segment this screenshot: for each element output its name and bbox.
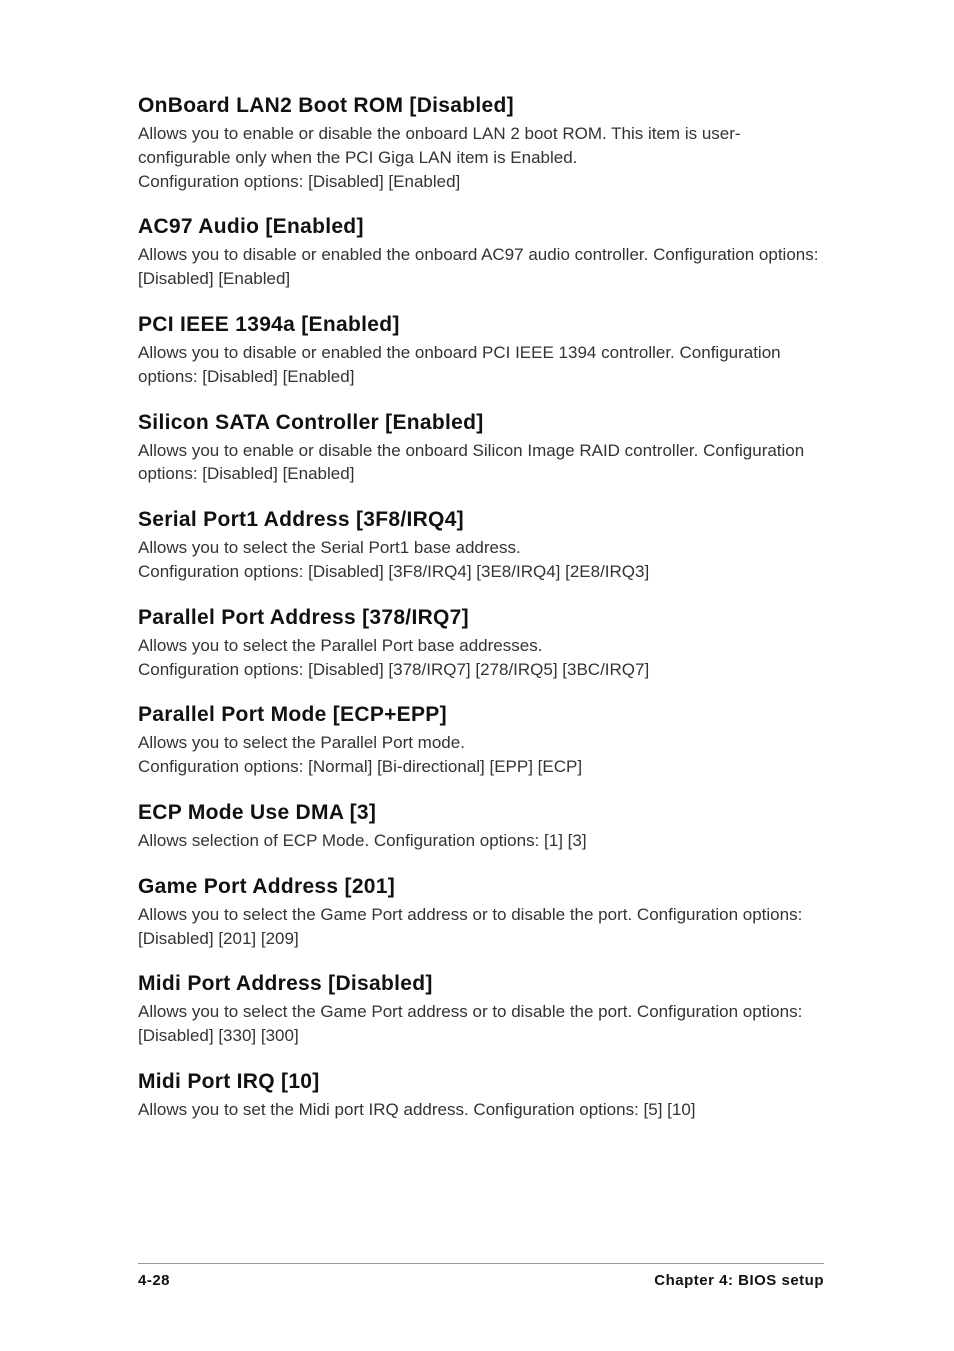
content-area: OnBoard LAN2 Boot ROM [Disabled] Allows … [138,94,824,1122]
chapter-title: Chapter 4: BIOS setup [654,1272,824,1289]
section: ECP Mode Use DMA [3] Allows selection of… [138,801,824,853]
section: Serial Port1 Address [3F8/IRQ4] Allows y… [138,508,824,584]
page-footer: 4-28 Chapter 4: BIOS setup [138,1263,824,1289]
section-heading: Parallel Port Address [378/IRQ7] [138,606,824,630]
section-heading: PCI IEEE 1394a [Enabled] [138,313,824,337]
section-heading: Midi Port Address [Disabled] [138,972,824,996]
section-heading: Serial Port1 Address [3F8/IRQ4] [138,508,824,532]
page-number: 4-28 [138,1272,170,1289]
section-body: Allows you to select the Parallel Port m… [138,731,824,779]
section-heading: Parallel Port Mode [ECP+EPP] [138,703,824,727]
section: Silicon SATA Controller [Enabled] Allows… [138,411,824,487]
section-heading: Game Port Address [201] [138,875,824,899]
section-heading: OnBoard LAN2 Boot ROM [Disabled] [138,94,824,118]
section: Midi Port Address [Disabled] Allows you … [138,972,824,1048]
section-body: Allows you to disable or enabled the onb… [138,243,824,291]
section-heading: AC97 Audio [Enabled] [138,215,824,239]
section: Midi Port IRQ [10] Allows you to set the… [138,1070,824,1122]
section: Game Port Address [201] Allows you to se… [138,875,824,951]
section: PCI IEEE 1394a [Enabled] Allows you to d… [138,313,824,389]
section-body: Allows you to select the Game Port addre… [138,903,824,951]
section: AC97 Audio [Enabled] Allows you to disab… [138,215,824,291]
section-body: Allows you to disable or enabled the onb… [138,341,824,389]
section-body: Allows you to select the Parallel Port b… [138,634,824,682]
section: OnBoard LAN2 Boot ROM [Disabled] Allows … [138,94,824,193]
section-heading: ECP Mode Use DMA [3] [138,801,824,825]
section-body: Allows you to enable or disable the onbo… [138,439,824,487]
section-body: Allows you to enable or disable the onbo… [138,122,824,193]
section-body: Allows selection of ECP Mode. Configurat… [138,829,824,853]
section-heading: Silicon SATA Controller [Enabled] [138,411,824,435]
section-body: Allows you to set the Midi port IRQ addr… [138,1098,824,1122]
section: Parallel Port Mode [ECP+EPP] Allows you … [138,703,824,779]
section: Parallel Port Address [378/IRQ7] Allows … [138,606,824,682]
section-body: Allows you to select the Game Port addre… [138,1000,824,1048]
section-body: Allows you to select the Serial Port1 ba… [138,536,824,584]
section-heading: Midi Port IRQ [10] [138,1070,824,1094]
